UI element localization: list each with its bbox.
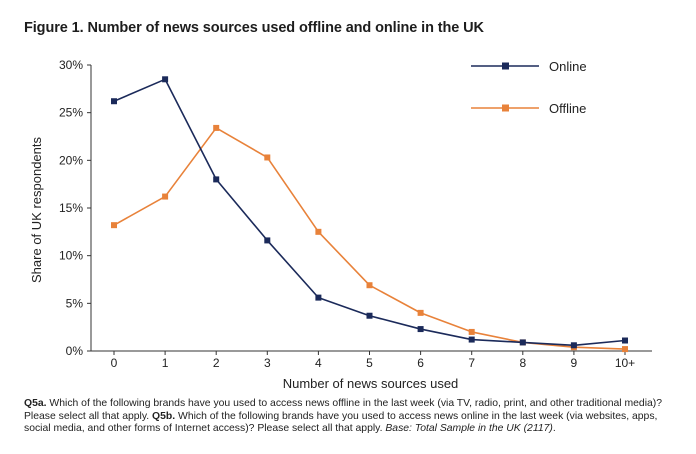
online-point [366, 312, 373, 319]
legend: Online Offline [471, 59, 587, 116]
x-tick-label: 1 [162, 356, 169, 370]
x-axis-label: Number of news sources used [283, 376, 459, 391]
x-tick-label: 6 [417, 356, 424, 370]
q5a-text: Which of the following brands have you u… [24, 398, 663, 422]
legend-online-label: Online [549, 59, 587, 74]
offline-point [264, 154, 271, 161]
x-tick-label: 8 [519, 356, 526, 370]
legend-offline-label: Offline [549, 101, 586, 116]
online-series-line [113, 78, 626, 347]
x-tick-label: 2 [213, 356, 220, 370]
y-axis-label: Share of UK respondents [29, 137, 44, 283]
online-point [622, 337, 628, 344]
legend-offline-marker [502, 104, 509, 112]
x-tick-label: 9 [571, 356, 578, 370]
q5a-label: Q5a. [24, 398, 47, 409]
online-point [315, 294, 322, 301]
online-point [519, 339, 526, 346]
chart-title: Figure 1. Number of news sources used of… [24, 20, 484, 36]
x-tick-label: 0 [111, 356, 118, 370]
online-point [213, 176, 220, 183]
y-tick-label: 5% [66, 296, 84, 310]
x-tick-label: 3 [264, 356, 271, 370]
online-point [417, 326, 424, 333]
y-tick-label: 10% [59, 249, 83, 263]
offline-point [162, 193, 169, 200]
offline-point [111, 222, 117, 229]
online-point [468, 336, 475, 343]
axes: 0% 5% 10% 15% 20% 25% 30% 0 1 2 3 4 5 6 7 8 9 10+ Number o… [29, 58, 652, 391]
offline-point [417, 309, 424, 316]
series-layer [111, 76, 628, 353]
legend-online-marker [502, 62, 509, 70]
q5b-label: Q5b. [152, 410, 176, 422]
figure-caption: Q5a. Which of the following brands have … [24, 398, 674, 436]
offline-point [468, 328, 475, 335]
online-point [111, 98, 117, 105]
x-tick-label: 5 [366, 356, 373, 370]
offline-point [622, 346, 628, 353]
y-tick-label: 20% [59, 153, 83, 167]
offline-point [315, 228, 322, 235]
online-point [162, 76, 169, 83]
x-tick-label: 7 [468, 356, 475, 370]
online-point [264, 237, 271, 244]
caption-end: . [552, 423, 556, 435]
y-tick-label: 15% [59, 201, 83, 215]
offline-point [366, 282, 373, 289]
x-tick-label: 10+ [615, 356, 635, 370]
offline-point [213, 124, 220, 131]
q5b-text: Which of the following brands have you u… [24, 410, 658, 435]
caption-base: Base: Total Sample in the UK (2117) [385, 423, 553, 435]
y-tick-label: 25% [59, 106, 83, 120]
y-tick-label: 0% [66, 344, 84, 358]
y-tick-label: 30% [59, 58, 83, 72]
online-point [570, 342, 577, 349]
x-tick-label: 4 [315, 356, 322, 370]
